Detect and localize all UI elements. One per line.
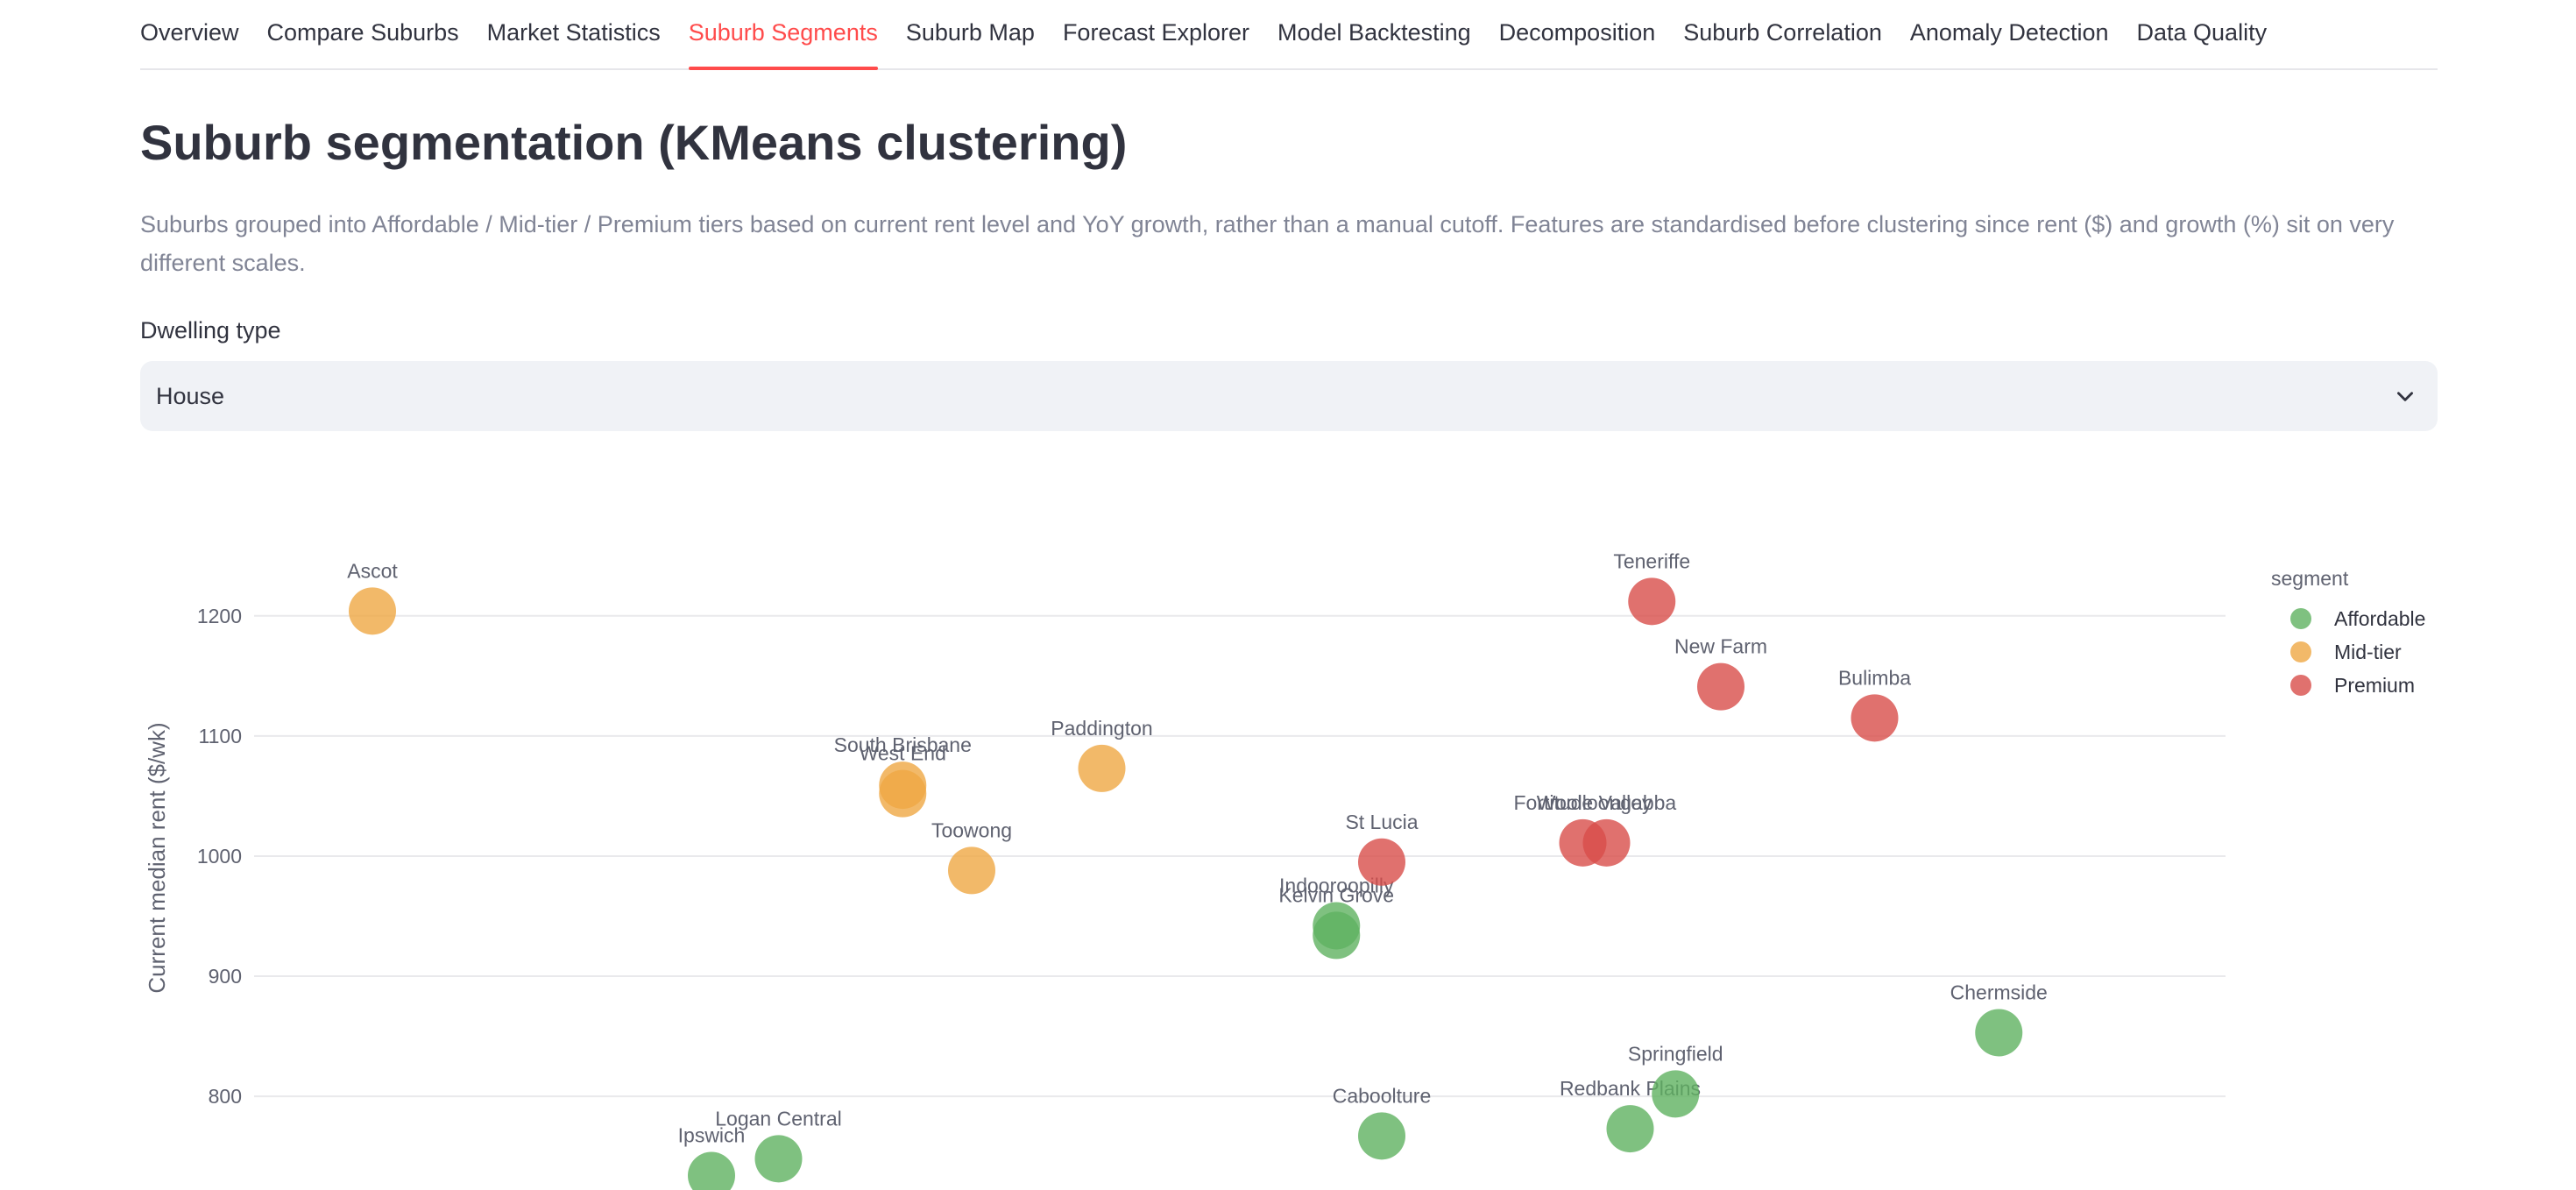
tab-anomaly-detection[interactable]: Anomaly Detection	[1909, 19, 2109, 46]
y-tick-label: 1100	[199, 725, 242, 747]
data-label: Kelvin Grove	[1278, 883, 1394, 906]
data-label: Ascot	[347, 559, 398, 582]
data-point-kelvin-grove	[1313, 911, 1361, 960]
data-point-woolloongabba	[1582, 818, 1631, 867]
tab-suburb-map[interactable]: Suburb Map	[905, 19, 1035, 46]
y-tick-label: 1000	[197, 845, 242, 868]
tab-data-quality[interactable]: Data Quality	[2136, 19, 2268, 46]
data-point-st-lucia	[1358, 838, 1405, 886]
data-label: Teneriffe	[1613, 549, 1690, 572]
tab-model-backtesting[interactable]: Model Backtesting	[1277, 19, 1471, 46]
data-label: St Lucia	[1345, 811, 1418, 833]
legend-title: segment	[2271, 567, 2349, 590]
page-title: Suburb segmentation (KMeans clustering)	[140, 115, 1128, 170]
dwelling-type-label: Dwelling type	[140, 317, 281, 344]
data-label: South Brisbane	[834, 733, 972, 756]
y-tick-label: 1200	[197, 605, 242, 627]
data-point-paddington	[1078, 744, 1126, 792]
dwelling-type-select[interactable]: House	[140, 361, 2438, 431]
legend-item-mid-tier: Mid-tier	[2334, 641, 2402, 663]
data-point-ascot	[349, 587, 396, 635]
data-label: Bulimba	[1838, 666, 1911, 689]
legend-marker-affordable	[2290, 608, 2311, 629]
data-label: Chermside	[1950, 981, 2048, 1003]
tab-overview[interactable]: Overview	[140, 19, 239, 46]
dwelling-type-value: House	[156, 382, 225, 409]
data-point-ipswich	[688, 1151, 735, 1190]
chevron-down-icon	[2392, 383, 2418, 409]
tab-suburb-segments[interactable]: Suburb Segments	[688, 0, 878, 70]
data-point-logan-central	[754, 1135, 803, 1183]
tab-market-statistics[interactable]: Market Statistics	[486, 19, 661, 46]
data-point-bulimba	[1851, 694, 1899, 742]
legend-marker-mid-tier	[2290, 641, 2311, 662]
tab-suburb-correlation[interactable]: Suburb Correlation	[1683, 19, 1882, 46]
data-label: Springfield	[1628, 1042, 1723, 1065]
tab-forecast-explorer[interactable]: Forecast Explorer	[1062, 19, 1250, 46]
legend-item-affordable: Affordable	[2334, 607, 2425, 630]
tab-compare-suburbs[interactable]: Compare Suburbs	[266, 19, 459, 46]
data-label: Logan Central	[715, 1107, 842, 1130]
data-label: Toowong	[931, 818, 1012, 841]
y-tick-label: 800	[209, 1085, 242, 1108]
data-label: Woolloongabba	[1537, 791, 1677, 814]
data-label: Paddington	[1051, 717, 1152, 740]
data-point-toowong	[948, 846, 995, 895]
data-point-west-end	[879, 769, 927, 818]
data-label: New Farm	[1674, 635, 1767, 658]
data-label: Ipswich	[678, 1124, 746, 1147]
data-label: Fortitude Valley	[1513, 791, 1652, 814]
data-label: Caboolture	[1333, 1084, 1432, 1107]
tab-decomposition[interactable]: Decomposition	[1498, 19, 1656, 46]
legend-marker-premium	[2290, 675, 2311, 696]
y-axis-label: Current median rent ($/wk)	[144, 722, 170, 993]
page-description: Suburbs grouped into Affordable / Mid-ti…	[140, 211, 2395, 276]
data-point-redbank-plains	[1606, 1105, 1654, 1153]
tab-bar: Overview Compare Suburbs Market Statistics…	[140, 0, 2438, 70]
data-point-new-farm	[1697, 662, 1744, 711]
legend-item-premium: Premium	[2334, 674, 2415, 697]
data-point-teneriffe	[1628, 577, 1676, 626]
data-point-springfield	[1652, 1070, 1700, 1118]
data-label: West End	[860, 742, 946, 765]
data-point-chermside	[1975, 1009, 2023, 1057]
y-tick-label: 900	[209, 965, 242, 988]
data-point-caboolture	[1358, 1112, 1405, 1160]
